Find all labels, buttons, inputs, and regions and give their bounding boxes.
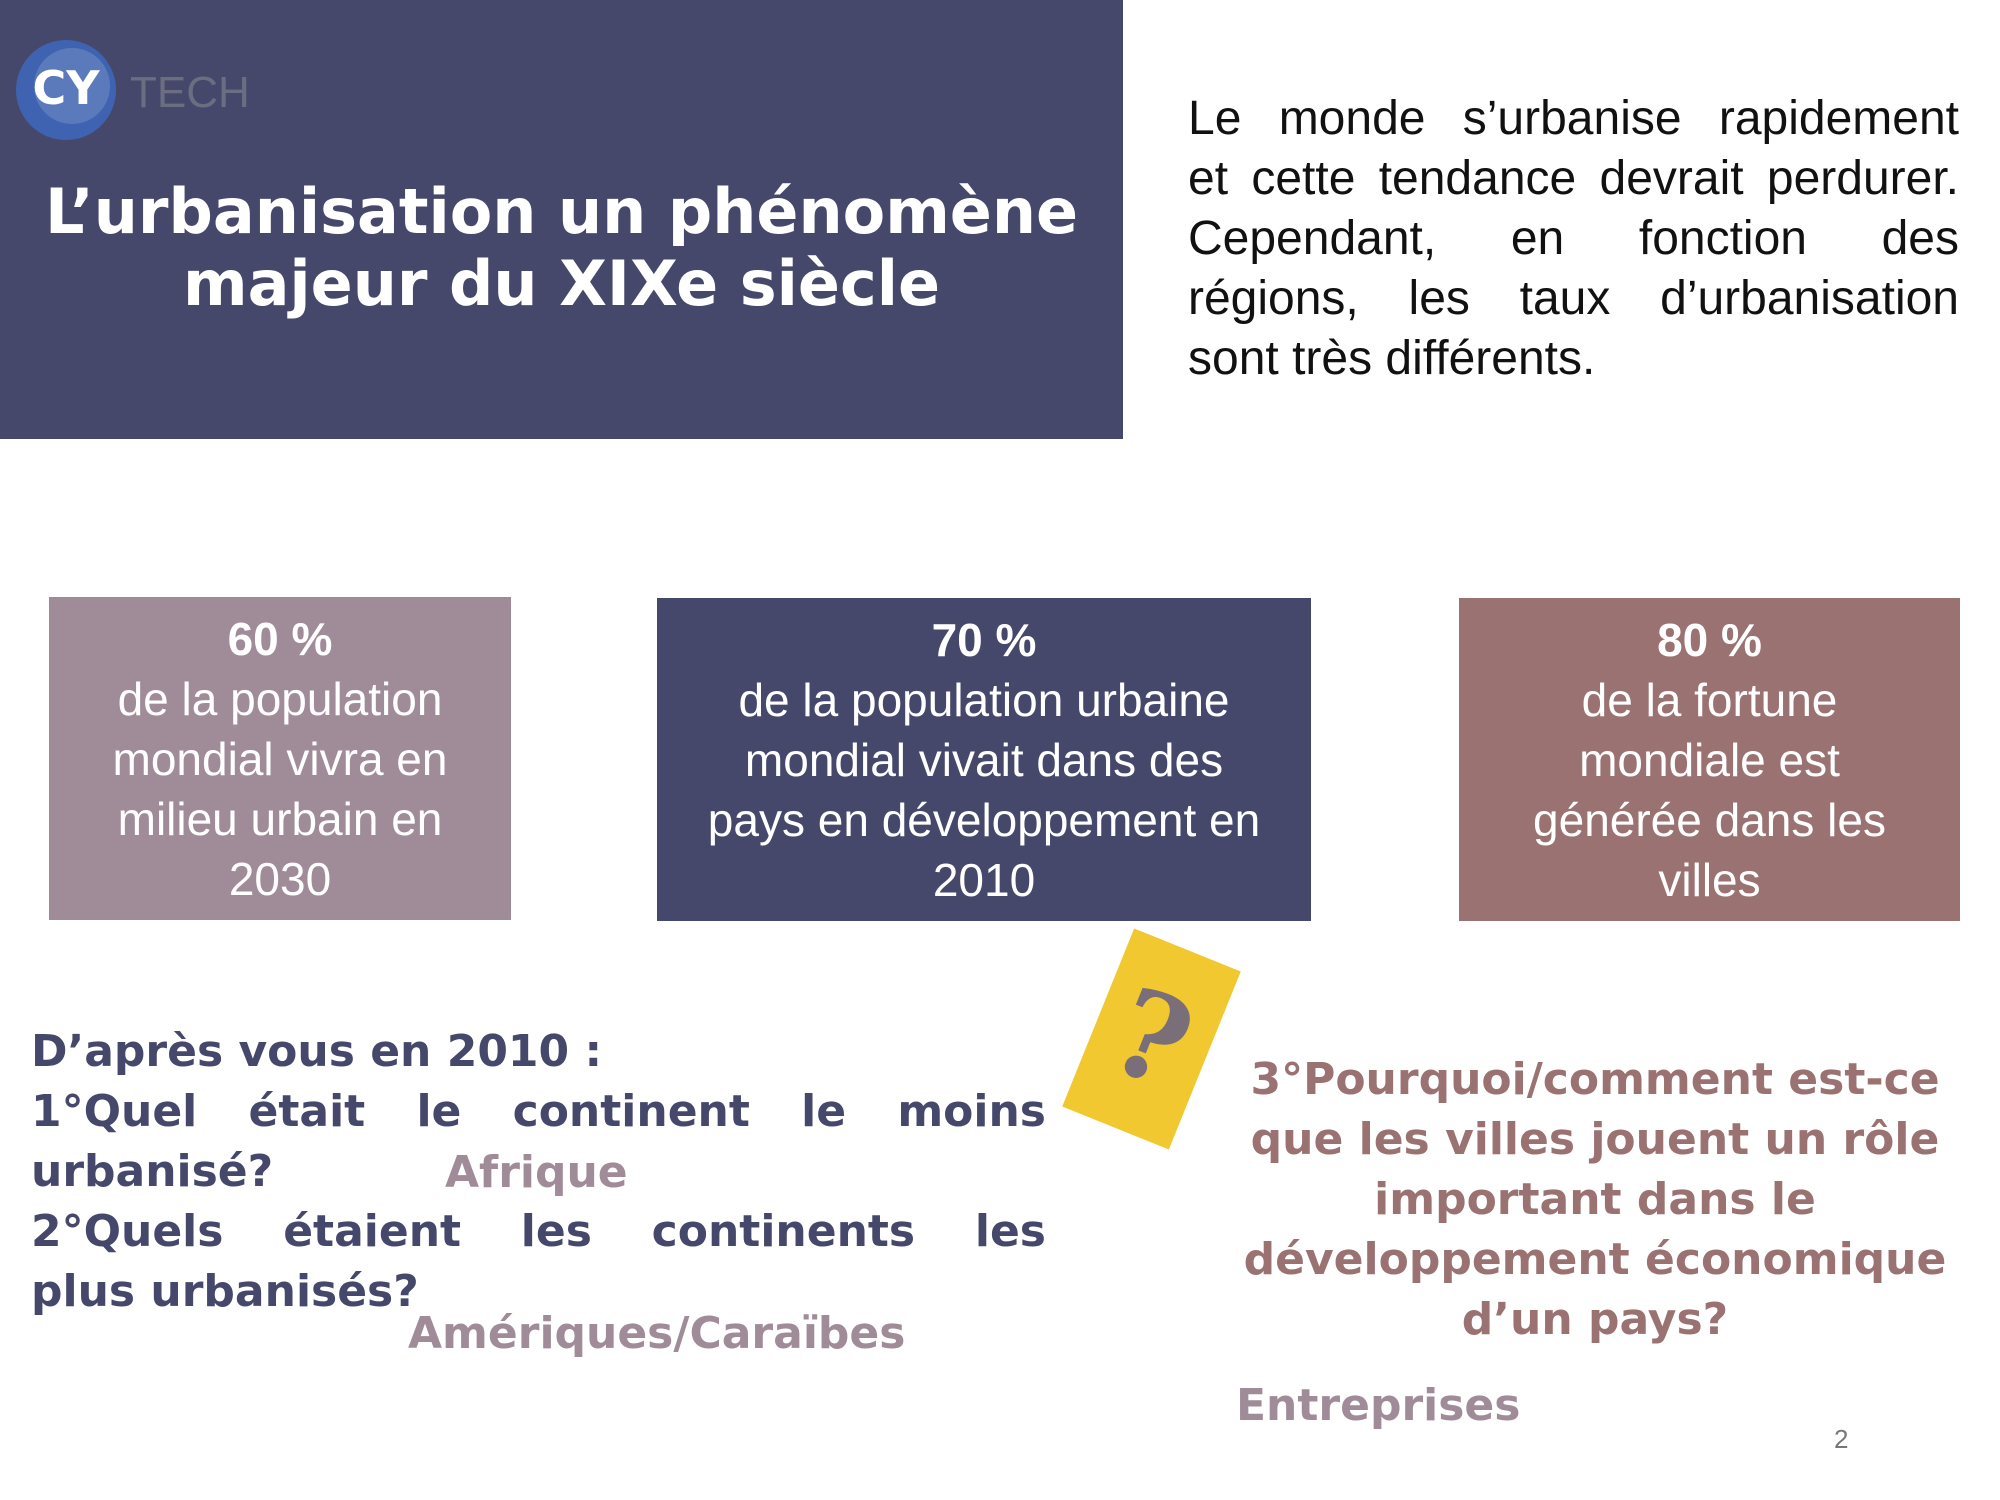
header-panel bbox=[0, 0, 1123, 439]
title-line: L’urbanisation un phénomène bbox=[44, 175, 1079, 248]
question-line: plus urbanisés? bbox=[31, 1266, 419, 1317]
question-line: important dans le bbox=[1374, 1174, 1816, 1225]
question-intro: D’après vous en 2010 : bbox=[31, 1026, 603, 1077]
question-line: 1°Quel était le continent le moins bbox=[31, 1086, 1046, 1137]
intro-line: sont très différents. bbox=[1188, 332, 1596, 385]
answer: Amériques/Caraïbes bbox=[408, 1308, 906, 1359]
stat-text: 2010 bbox=[932, 854, 1036, 906]
stat-text: de la fortune bbox=[1581, 674, 1838, 726]
stat-text: villes bbox=[1658, 854, 1761, 906]
question-line: urbanisé? bbox=[31, 1146, 274, 1197]
question-line: que les villes jouent un rôle bbox=[1250, 1114, 1940, 1165]
answer: Entreprises bbox=[1236, 1380, 1521, 1431]
intro: Le monde s’urbanise rapidement et cette t… bbox=[1188, 89, 1959, 389]
logo-circle bbox=[16, 40, 116, 140]
intro-line: régions, les taux d’urbanisation bbox=[1188, 272, 1959, 325]
title: L’urbanisation un phénomène majeur du XIX… bbox=[0, 176, 1123, 320]
stat-text: pays en développement en bbox=[707, 794, 1261, 846]
logo-mark: CY bbox=[32, 61, 100, 115]
title-line: majeur du XIXe siècle bbox=[182, 247, 941, 320]
stat-text: de la population urbaine bbox=[738, 674, 1230, 726]
stat-text: de la population bbox=[117, 673, 443, 725]
stat-text: 2030 bbox=[228, 853, 332, 905]
logo: CY TECH bbox=[16, 40, 250, 140]
question-line: 2°Quels étaient les continents les bbox=[31, 1206, 1046, 1257]
stat-box: 60 % de la population mondial vivra en mili… bbox=[49, 597, 511, 920]
answer: Afrique bbox=[445, 1147, 628, 1198]
intro-line: Le monde s’urbanise rapidement bbox=[1188, 92, 1959, 145]
intro-line: et cette tendance devrait perdurer. bbox=[1188, 152, 1959, 205]
logo-ring bbox=[34, 48, 110, 124]
question-line: 3°Pourquoi/comment est-ce bbox=[1250, 1054, 1940, 1105]
stat-value: 70 % bbox=[931, 614, 1037, 666]
intro-line: Cependant, en fonction des bbox=[1188, 212, 1959, 265]
stat-text: mondial vivait dans des bbox=[744, 734, 1224, 786]
stat-box: 70 % de la population urbaine mondial viva… bbox=[657, 598, 1311, 921]
questions: D’après vous en 2010 : 1°Quel était le c… bbox=[31, 1022, 1046, 1322]
stat-value: 60 % bbox=[227, 613, 333, 665]
stat-text: générée dans les bbox=[1533, 794, 1886, 846]
page-number: 2 bbox=[1834, 1424, 1849, 1454]
stat-text: milieu urbain en bbox=[117, 793, 443, 845]
stat-text: mondiale est bbox=[1579, 734, 1840, 786]
question-3: 3°Pourquoi/comment est-ce que les villes … bbox=[1200, 1050, 1990, 1350]
question-line: d’un pays? bbox=[1461, 1294, 1729, 1345]
question-line: développement économique bbox=[1243, 1234, 1947, 1285]
stat-text: mondial vivra en bbox=[112, 733, 448, 785]
stat-value: 80 % bbox=[1657, 614, 1762, 666]
logo-text: TECH bbox=[130, 68, 250, 117]
stat-box: 80 % de la fortune mondiale est générée dan… bbox=[1459, 598, 1960, 921]
